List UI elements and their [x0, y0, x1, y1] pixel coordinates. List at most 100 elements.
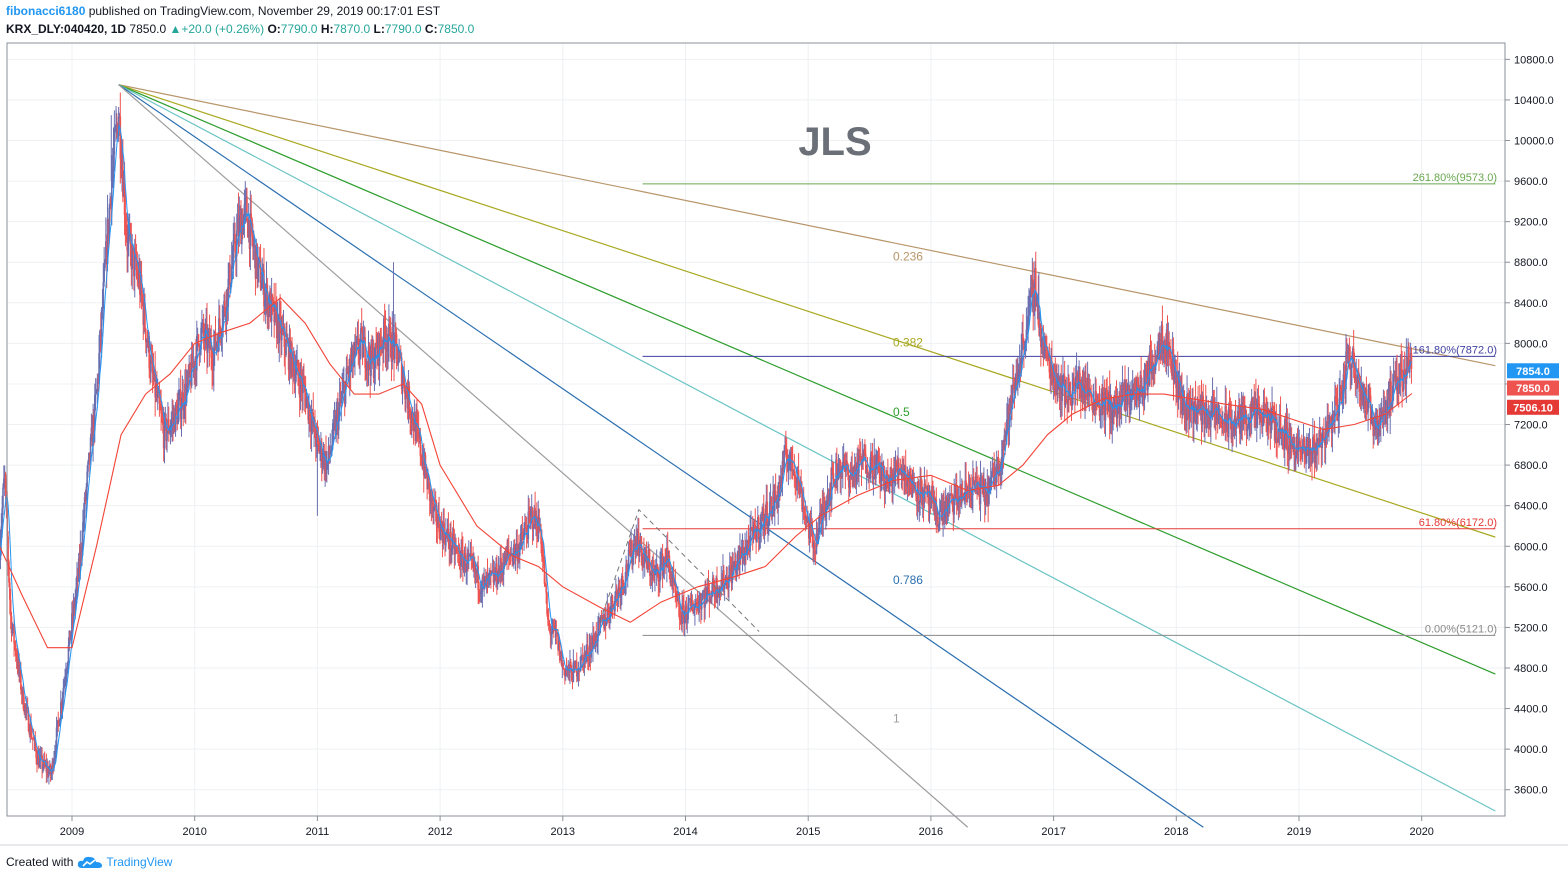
candle-body [798, 485, 801, 494]
candle-body [820, 507, 823, 519]
fib-fan-line-0.236[interactable] [118, 84, 1496, 367]
candle-body [153, 369, 156, 380]
candle-body [503, 552, 506, 568]
candle-body [96, 378, 99, 392]
candle-body [1180, 391, 1182, 399]
candle-body [971, 495, 973, 502]
candle-body [1231, 422, 1233, 440]
candle-body [1343, 374, 1346, 378]
candle-body [792, 470, 795, 474]
candle-body [436, 525, 439, 527]
fib-extension[interactable]: 261.80%(9573.0)161.80%(7872.0)61.80%(617… [642, 172, 1497, 636]
candle-body [796, 481, 798, 483]
candle-body [1410, 352, 1413, 369]
tradingview-link[interactable]: TradingView [77, 855, 172, 869]
candle-body [394, 332, 397, 335]
candle-body [1102, 392, 1104, 408]
candle-body [241, 221, 243, 245]
candle-body [248, 220, 251, 249]
abc-projection-line[interactable] [599, 508, 760, 632]
candle-body [760, 517, 763, 529]
candle-body [281, 327, 284, 331]
candle-body [504, 552, 507, 565]
candle-body [1233, 415, 1236, 428]
abc-projection[interactable] [599, 508, 760, 632]
candle-body [1103, 395, 1106, 421]
candle-body [24, 704, 26, 713]
candle-body [617, 586, 620, 599]
high-value: 7870.0 [333, 22, 371, 36]
candle-body [1040, 339, 1043, 348]
candle-body [809, 521, 812, 530]
author-link[interactable]: fibonacci6180 [6, 4, 86, 18]
candle-body [72, 603, 75, 619]
candle-body [898, 469, 901, 472]
fib-extension-label: 261.80%(9573.0) [1413, 172, 1497, 184]
candle-body [1332, 414, 1335, 417]
candle-body [98, 353, 100, 379]
candle-body [756, 529, 758, 543]
candle-body [1100, 393, 1103, 409]
candle-body [888, 480, 891, 492]
time-axis[interactable]: 2009 2010 2011 2012 2013 2014 2015 2016 2017 2018… [60, 816, 1434, 838]
candle-body [555, 629, 558, 634]
candle-body [677, 600, 680, 605]
x-tick-label: 2018 [1164, 826, 1188, 838]
candle-body [639, 536, 642, 547]
candle-body [965, 480, 967, 485]
candle-body [1094, 391, 1097, 411]
price-axis[interactable]: 3600.04000.04400.04800.05200.05600.06000… [1505, 54, 1554, 797]
candle-body [269, 293, 272, 322]
candle-body [479, 593, 482, 595]
candle-body [1221, 420, 1223, 424]
low-label: L: [373, 22, 385, 36]
candle-body [705, 589, 707, 599]
candle-body [1377, 426, 1380, 437]
candle-body [95, 391, 98, 393]
candle-body [547, 613, 549, 620]
candle-body [1118, 402, 1120, 412]
candle-body [434, 503, 436, 508]
fib-fan-line-0.382[interactable] [118, 84, 1496, 538]
fib-fan-line-0.5[interactable] [118, 84, 1496, 675]
candle-body [981, 478, 984, 480]
candle-body [668, 555, 671, 569]
low-value: 7790.0 [384, 22, 422, 36]
candle-body [723, 584, 726, 589]
candle-body [757, 517, 760, 540]
candle-body [482, 576, 485, 582]
candle-body [1087, 378, 1090, 397]
fib-fan-line-0.618[interactable] [118, 84, 1496, 812]
fib-fan-line-0.786[interactable] [118, 84, 1204, 828]
candle-body [71, 613, 74, 619]
candle-body [397, 361, 400, 365]
candle-body [1024, 340, 1027, 346]
candle-body [194, 359, 196, 371]
candle-body [558, 640, 560, 650]
candle-body [783, 450, 785, 470]
candle-body [77, 558, 80, 581]
candle-body [8, 561, 10, 583]
candle-body [1159, 338, 1162, 351]
candle-body [1221, 420, 1224, 424]
candle-body [218, 318, 220, 352]
candle-body [994, 479, 996, 485]
candle-body [833, 479, 836, 486]
candle-body [1153, 364, 1156, 371]
candle-body [693, 610, 695, 614]
candle-body [165, 418, 168, 441]
candle-body [1110, 397, 1113, 424]
fib-fan-line-1[interactable] [118, 84, 969, 828]
candle-body [368, 346, 371, 363]
candle-body [667, 555, 670, 557]
candle-body [625, 564, 627, 582]
candle-body [522, 538, 525, 540]
candle-body [808, 521, 811, 539]
candle-body [143, 302, 145, 326]
candle-body [1201, 395, 1204, 425]
candle-body [364, 336, 366, 368]
candle-body [1228, 407, 1231, 410]
candle-body [93, 415, 95, 431]
